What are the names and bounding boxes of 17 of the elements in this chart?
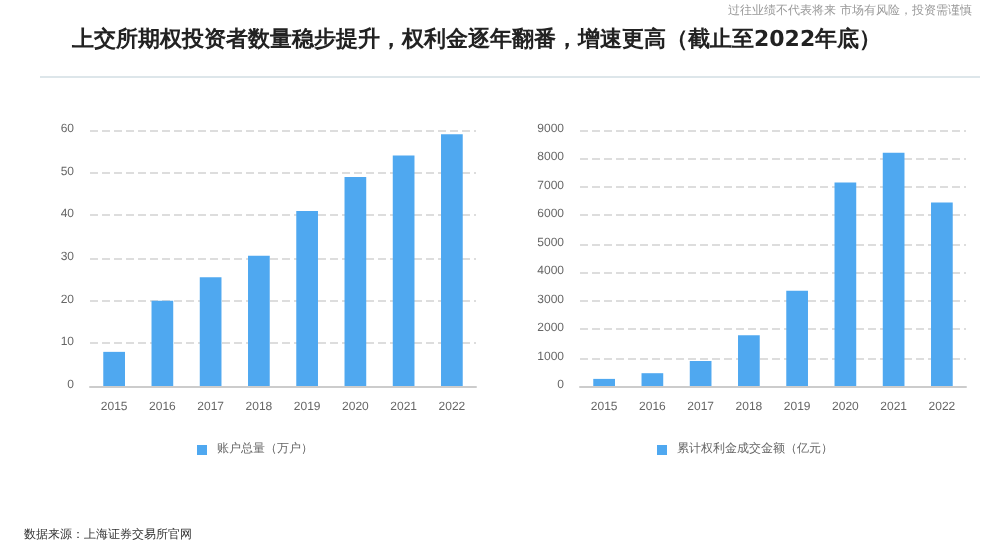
bar bbox=[441, 134, 463, 386]
bar bbox=[882, 152, 905, 386]
bar bbox=[689, 360, 712, 386]
bar bbox=[103, 351, 125, 386]
bar bbox=[248, 255, 270, 386]
chart-title: 上交所期权投资者数量稳步提升，权利金逐年翻番，增速更高（截止至2022年底） bbox=[72, 24, 882, 54]
bar bbox=[931, 202, 953, 386]
bar bbox=[593, 378, 615, 386]
bar bbox=[392, 155, 415, 386]
bar bbox=[834, 182, 857, 386]
bar bbox=[786, 290, 808, 386]
bar bbox=[151, 300, 174, 386]
bar bbox=[344, 176, 367, 386]
bar bbox=[199, 277, 222, 386]
bar bbox=[296, 211, 318, 386]
bar bbox=[738, 335, 760, 386]
bar bbox=[641, 373, 664, 386]
